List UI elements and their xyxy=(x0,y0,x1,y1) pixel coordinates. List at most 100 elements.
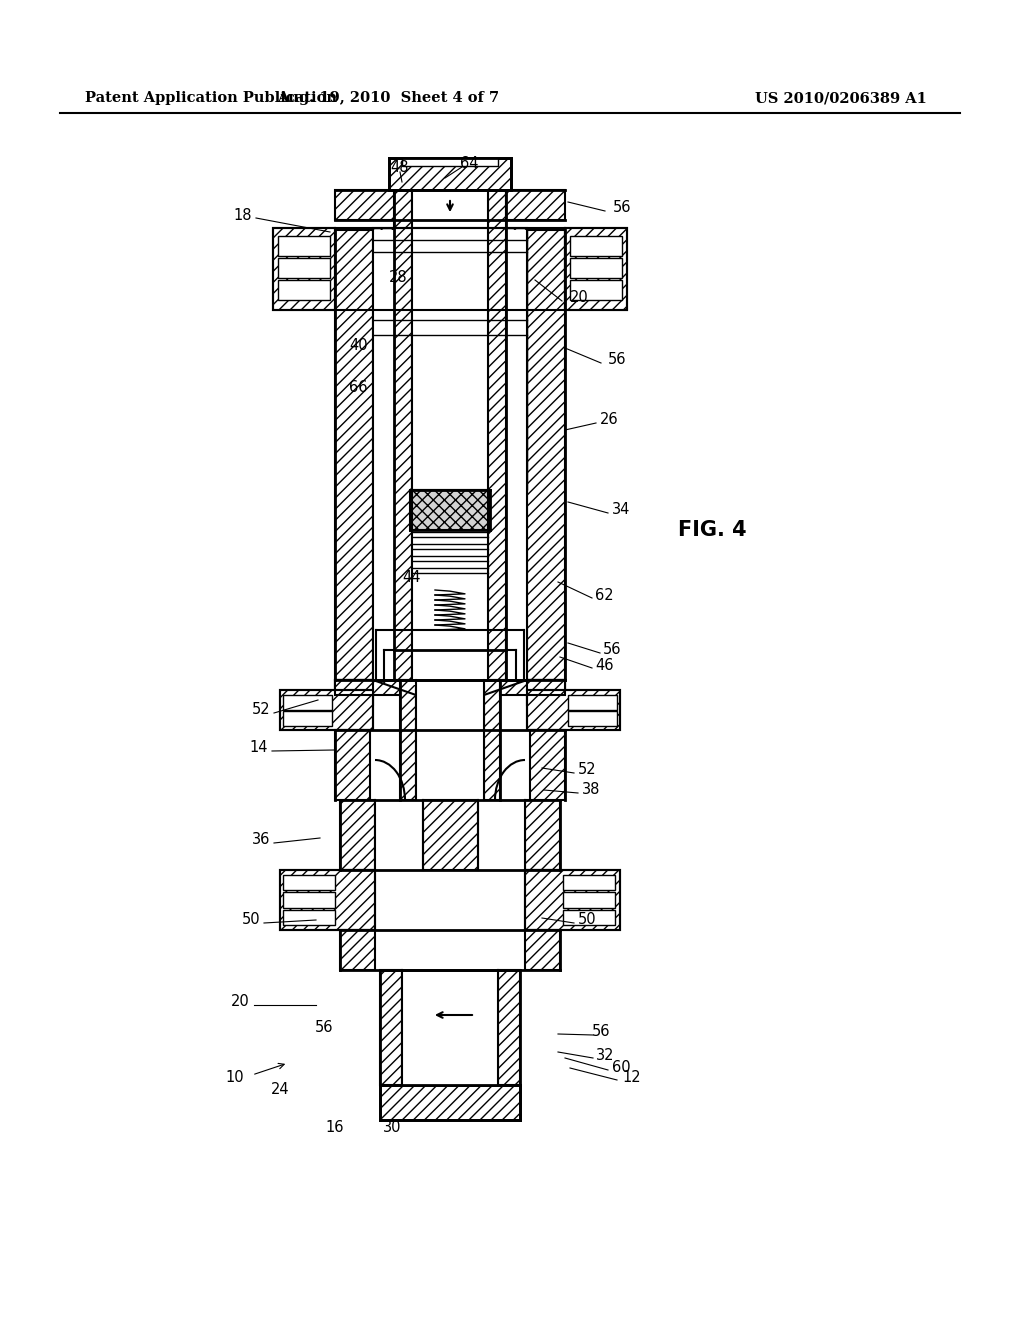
Bar xyxy=(527,680,565,705)
Text: 66: 66 xyxy=(349,380,368,395)
Text: Patent Application Publication: Patent Application Publication xyxy=(85,91,337,106)
Bar xyxy=(506,630,524,680)
Text: 50: 50 xyxy=(578,912,597,928)
Bar xyxy=(335,680,400,696)
Bar xyxy=(527,680,565,690)
Text: 24: 24 xyxy=(271,1082,290,1097)
Text: 14: 14 xyxy=(250,741,268,755)
Bar xyxy=(527,690,620,730)
Bar xyxy=(335,230,373,680)
Bar xyxy=(563,909,615,925)
Bar xyxy=(340,931,375,970)
Text: 10: 10 xyxy=(225,1071,244,1085)
Bar xyxy=(335,190,394,220)
Bar xyxy=(335,680,373,705)
Bar xyxy=(506,230,527,680)
Bar xyxy=(570,257,622,279)
Text: 26: 26 xyxy=(600,412,618,428)
Bar xyxy=(412,190,488,680)
Text: 56: 56 xyxy=(608,352,627,367)
Bar xyxy=(506,228,527,310)
Bar xyxy=(423,800,477,870)
Bar xyxy=(563,875,615,890)
Bar xyxy=(283,892,335,908)
Bar xyxy=(488,190,506,680)
Text: 48: 48 xyxy=(391,161,410,176)
Bar xyxy=(283,909,335,925)
Text: 56: 56 xyxy=(315,1020,334,1035)
Text: 16: 16 xyxy=(326,1121,344,1135)
Bar xyxy=(530,730,565,800)
Bar xyxy=(380,970,402,1085)
Bar xyxy=(278,280,330,300)
Text: 50: 50 xyxy=(242,912,260,928)
Text: 28: 28 xyxy=(389,271,408,285)
Text: 32: 32 xyxy=(596,1048,614,1063)
Text: 36: 36 xyxy=(252,833,270,847)
Bar xyxy=(525,870,620,931)
Bar xyxy=(525,931,560,970)
Bar xyxy=(412,531,488,685)
Bar xyxy=(568,711,617,726)
Text: 56: 56 xyxy=(592,1024,610,1040)
Bar xyxy=(340,800,375,870)
Bar xyxy=(570,280,622,300)
Text: 40: 40 xyxy=(349,338,368,352)
Bar xyxy=(280,690,373,730)
Bar xyxy=(402,158,498,166)
Text: 64: 64 xyxy=(460,156,478,170)
Bar xyxy=(373,228,394,310)
Text: 38: 38 xyxy=(582,783,600,797)
Bar xyxy=(280,870,375,931)
Text: 52: 52 xyxy=(578,763,597,777)
Bar xyxy=(565,228,627,310)
Bar xyxy=(527,230,565,680)
Bar xyxy=(402,970,498,1085)
Bar xyxy=(373,230,394,680)
Bar xyxy=(570,236,622,256)
Bar xyxy=(498,970,520,1085)
Bar xyxy=(380,1085,520,1119)
Bar xyxy=(563,892,615,908)
Bar xyxy=(389,158,511,190)
Text: 18: 18 xyxy=(233,207,252,223)
Bar xyxy=(375,800,525,870)
Bar xyxy=(283,875,335,890)
Bar xyxy=(484,680,500,800)
Bar xyxy=(500,680,565,696)
Text: US 2010/0206389 A1: US 2010/0206389 A1 xyxy=(755,91,927,106)
Bar xyxy=(525,870,620,931)
Bar xyxy=(280,870,375,931)
Bar xyxy=(527,690,620,730)
Bar xyxy=(400,680,416,800)
Text: 12: 12 xyxy=(622,1069,641,1085)
Bar xyxy=(506,190,565,220)
Text: Aug. 19, 2010  Sheet 4 of 7: Aug. 19, 2010 Sheet 4 of 7 xyxy=(276,91,499,106)
Bar xyxy=(273,228,335,310)
Bar xyxy=(394,190,412,680)
Text: 62: 62 xyxy=(595,587,613,602)
Bar xyxy=(410,490,490,531)
Text: 56: 56 xyxy=(613,199,632,214)
Bar xyxy=(412,531,488,550)
Text: 20: 20 xyxy=(570,290,589,305)
Bar xyxy=(278,257,330,279)
Text: 46: 46 xyxy=(595,657,613,672)
Text: 56: 56 xyxy=(603,643,622,657)
Bar xyxy=(416,680,484,800)
Bar xyxy=(376,630,394,680)
Bar xyxy=(280,690,373,730)
Bar xyxy=(273,228,335,310)
Text: 30: 30 xyxy=(383,1121,401,1135)
Bar xyxy=(283,696,332,710)
Text: 20: 20 xyxy=(231,994,250,1010)
Bar xyxy=(335,730,370,800)
Text: 34: 34 xyxy=(612,503,631,517)
Bar xyxy=(568,696,617,710)
Text: FIG. 4: FIG. 4 xyxy=(678,520,746,540)
Bar xyxy=(565,228,627,310)
Text: 44: 44 xyxy=(402,570,421,586)
Bar xyxy=(506,310,527,490)
Bar xyxy=(525,800,560,870)
Bar xyxy=(335,680,373,690)
